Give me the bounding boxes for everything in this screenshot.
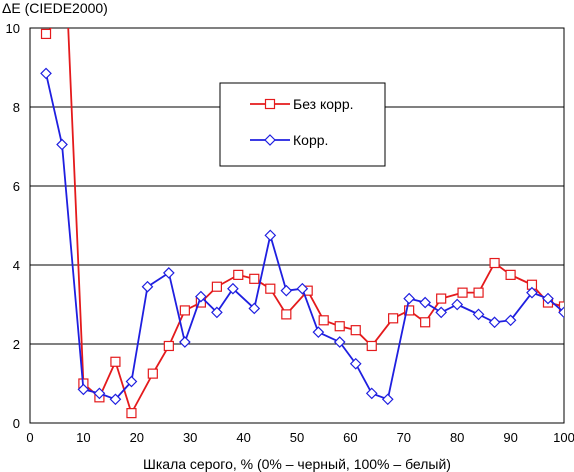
y-axis-title: ΔE (CIEDE2000) (2, 0, 108, 16)
series-layer (40, 28, 564, 419)
x-tick-label: 30 (183, 430, 197, 445)
data-point-diamond (419, 296, 432, 309)
data-point-square (233, 269, 244, 280)
y-tick-label: 2 (13, 337, 20, 352)
data-point-diamond (248, 302, 261, 315)
data-point-square (264, 98, 276, 110)
data-point-square (388, 313, 399, 324)
data-point-diamond (227, 282, 239, 295)
data-point-square (420, 317, 431, 328)
series-1 (40, 28, 564, 419)
x-tick-label: 90 (503, 430, 517, 445)
data-point-diamond (435, 306, 448, 319)
series-2 (40, 67, 564, 406)
data-point-square (366, 340, 377, 352)
data-point-square (318, 315, 329, 326)
data-point-square (436, 293, 447, 304)
y-tick-label: 4 (13, 258, 20, 273)
x-tick-label: 100 (553, 430, 574, 445)
x-tick-label: 60 (343, 430, 357, 445)
data-point-diamond (472, 308, 485, 321)
data-point-diamond (488, 316, 501, 329)
data-point-diamond (333, 336, 346, 348)
y-tick-label: 8 (13, 100, 20, 115)
data-point-square (281, 309, 292, 320)
data-point-diamond (381, 393, 394, 406)
x-tick-label: 70 (397, 430, 411, 445)
y-tick-label: 0 (13, 416, 20, 431)
data-point-diamond (195, 290, 207, 303)
legend-label: Без корр. (293, 96, 354, 112)
data-point-diamond (526, 286, 538, 299)
data-point-diamond (179, 336, 191, 348)
data-point-diamond (162, 267, 175, 279)
data-point-square (163, 340, 174, 352)
data-point-diamond (93, 387, 106, 400)
data-point-square (126, 408, 137, 419)
data-point-square (505, 269, 516, 280)
data-point-square (350, 325, 361, 336)
data-point-square (457, 287, 468, 298)
data-point-diamond (280, 284, 293, 297)
x-tick-label: 50 (290, 430, 304, 445)
data-point-diamond (211, 306, 223, 319)
data-point-diamond (504, 314, 517, 327)
data-point-diamond (312, 326, 325, 338)
y-tick-label: 10 (6, 21, 20, 36)
data-point-diamond (56, 138, 68, 151)
data-point-square (249, 273, 260, 284)
data-point-diamond (141, 280, 154, 293)
data-point-diamond (451, 298, 464, 311)
data-point-diamond (558, 306, 564, 319)
data-point-diamond (349, 357, 362, 370)
data-point-diamond (365, 387, 378, 400)
data-point-square (489, 257, 500, 269)
x-tick-label: 10 (76, 430, 90, 445)
data-point-diamond (125, 375, 138, 388)
data-point-square (473, 287, 484, 298)
x-tick-label: 40 (236, 430, 250, 445)
data-point-diamond (542, 292, 554, 305)
data-point-diamond (264, 134, 276, 146)
legend-box (219, 82, 386, 167)
x-tick-label: 80 (450, 430, 464, 445)
data-point-diamond (77, 383, 90, 396)
data-point-square (265, 283, 276, 294)
data-point-square (404, 305, 415, 316)
data-point-square (179, 305, 190, 316)
x-axis-title: Шкала серого, % (0% – черный, 100% – бел… (143, 456, 451, 472)
data-point-square (211, 281, 222, 292)
x-tick-label: 20 (130, 430, 144, 445)
data-point-diamond (40, 67, 52, 80)
data-point-diamond (109, 393, 122, 406)
data-point-diamond (403, 292, 415, 305)
x-tick-label: 0 (26, 430, 33, 445)
series-line (45, 28, 564, 415)
legend-label: Корр. (293, 132, 328, 148)
data-point-square (334, 321, 345, 332)
legend: Без корр. Корр. (219, 82, 386, 167)
data-point-diamond (296, 282, 309, 295)
data-point-square (558, 301, 564, 312)
plot-frame (29, 27, 565, 424)
data-point-square (147, 368, 158, 379)
data-point-square (40, 28, 52, 40)
y-tick-label: 6 (13, 179, 20, 194)
data-point-square (110, 356, 121, 367)
data-point-diamond (264, 229, 277, 242)
